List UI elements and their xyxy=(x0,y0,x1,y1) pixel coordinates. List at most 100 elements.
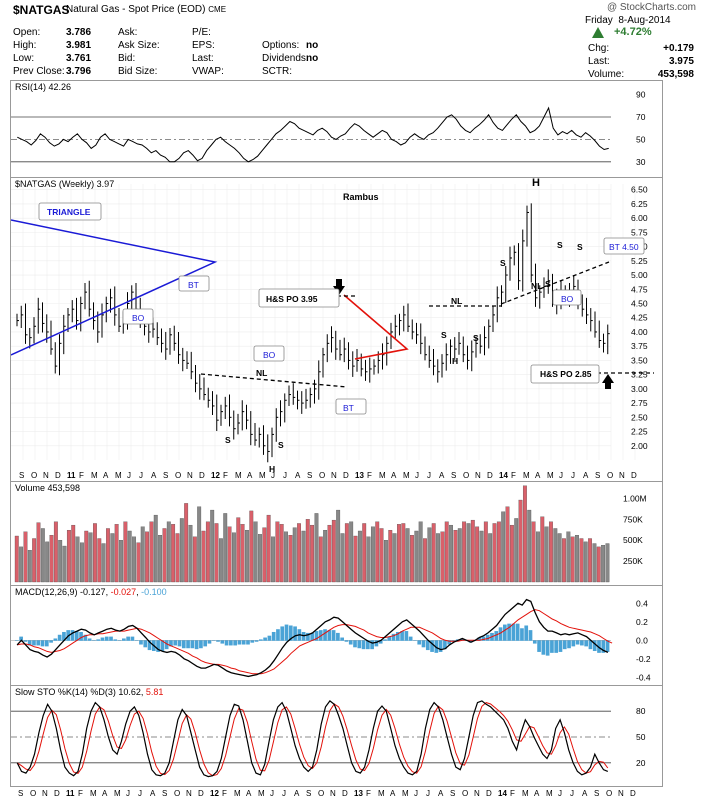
macd-histogram-bar xyxy=(100,637,105,641)
price-chart: S O N D 11 F M A M J J A S O N D 12 F M A M J J A S O N D 13 F M A M J J A S… xyxy=(11,178,654,480)
annotation-label: S xyxy=(278,440,284,450)
price-label-text: $NATGAS (Weekly) 3.97 xyxy=(15,179,115,189)
quotes-left: Open: 3.786 High: 3.981 Low: 3.761 Prev Clo… xyxy=(13,26,91,78)
x-tick-label: M xyxy=(234,789,241,798)
price-ytick-label: 3.00 xyxy=(631,384,648,394)
macd-histogram-bar xyxy=(117,640,122,641)
macd-histogram-bar xyxy=(554,640,559,653)
quote-label: Open: xyxy=(13,27,41,38)
macd-histogram-bar xyxy=(199,640,203,649)
volume-bar xyxy=(62,545,67,583)
macd-histogram-bar xyxy=(336,632,340,641)
sto-d-value: 5.81 xyxy=(145,687,164,697)
macd-histogram-bar xyxy=(169,640,173,647)
x-tick-label: F xyxy=(78,789,83,798)
volume-bar xyxy=(475,526,480,583)
price-ytick-label: 2.25 xyxy=(631,427,648,437)
quote-volume: Volume: 453,598 xyxy=(588,68,694,81)
x-tick-label: F xyxy=(79,471,84,480)
x-tick-label: J xyxy=(283,471,287,480)
macd-histogram-bar xyxy=(588,640,593,650)
x-tick-label: J xyxy=(415,471,419,480)
volume-bar xyxy=(531,521,536,583)
volume-bar xyxy=(357,530,362,583)
macd-histogram-bar xyxy=(301,631,306,641)
volume-bar xyxy=(227,526,232,583)
macd-histogram-bar xyxy=(434,640,439,653)
x-tick-label: S xyxy=(18,789,23,798)
volume-bar xyxy=(123,521,128,583)
volume-bar xyxy=(384,540,388,583)
x-tick-label: S xyxy=(19,471,24,480)
price-ytick-label: 4.50 xyxy=(631,299,648,309)
macd-histogram-bar xyxy=(44,640,49,647)
annotation-label: H xyxy=(532,178,540,189)
x-tick-label: N xyxy=(474,789,480,798)
x-tick-label: N xyxy=(331,471,337,480)
annotation-label: TRIANGLE xyxy=(47,207,91,217)
macd-histogram-bar xyxy=(134,640,139,641)
x-tick-label: A xyxy=(534,789,540,798)
macd-histogram-bar xyxy=(181,640,186,649)
volume-bar xyxy=(397,524,401,583)
quote-dividends: Dividends:no xyxy=(262,52,318,65)
x-tick-label: 12 xyxy=(211,471,220,480)
macd-histogram-bar xyxy=(395,631,400,641)
macd-histogram-bar xyxy=(229,640,233,646)
macd-histogram-bar xyxy=(27,640,32,646)
quote-last: Last: xyxy=(192,53,214,64)
macd-histogram-bar xyxy=(32,640,36,646)
annotation-box xyxy=(122,308,154,325)
volume-bar xyxy=(79,542,84,583)
x-tick-label: A xyxy=(294,789,300,798)
volume-bar xyxy=(19,546,24,583)
macd-histogram-bar xyxy=(203,640,208,647)
quote-label: Low: xyxy=(13,53,35,64)
volume-bar xyxy=(119,540,123,583)
macd-histogram-bar xyxy=(541,640,546,655)
up-arrow-icon xyxy=(592,27,604,41)
volume-bar xyxy=(88,532,93,583)
macd-histogram-bar xyxy=(190,640,195,649)
volume-bar xyxy=(175,533,180,583)
volume-bar xyxy=(253,521,258,583)
price-ytick-label: 4.00 xyxy=(631,327,648,337)
annotation-box xyxy=(530,364,600,384)
x-tick-label: N xyxy=(475,471,481,480)
annotation-box xyxy=(253,345,285,362)
volume-bar xyxy=(366,536,371,583)
red-triangle-pattern xyxy=(343,294,409,360)
macd-histogram-bar xyxy=(70,630,75,641)
x-tick-label: D xyxy=(199,471,205,480)
macd-histogram-bar xyxy=(314,631,319,641)
volume-bar xyxy=(179,518,184,583)
sto-ytick-label: 50 xyxy=(636,732,646,742)
quote-chg: Chg: +0.179 xyxy=(588,42,694,55)
volume-bar xyxy=(236,517,241,583)
macd-histogram-bar xyxy=(528,630,533,641)
rsi-panel: RSI(14) 42.26 90 70 50 30 xyxy=(10,80,663,179)
volume-bar xyxy=(218,538,223,583)
volume-bar xyxy=(93,523,97,583)
annotation-label: BT 4.50 xyxy=(609,242,639,252)
x-tick-label: J xyxy=(571,471,575,480)
volume-bar xyxy=(588,538,592,583)
macd-histogram-bar xyxy=(366,640,370,650)
macd-histogram-bar xyxy=(92,640,96,641)
volume-bar xyxy=(262,527,267,583)
macd-histogram-bar xyxy=(571,640,576,647)
volume-bar xyxy=(58,540,63,583)
volume-bar xyxy=(440,531,445,583)
x-tick-label: A xyxy=(150,789,156,798)
quote-prev-close: Prev Close:3.796 xyxy=(13,65,91,78)
volume-bar xyxy=(501,511,506,583)
volume-bar xyxy=(562,538,566,583)
macd-histogram-bar xyxy=(267,635,272,641)
macd-histogram-bar xyxy=(558,640,563,652)
volume-bar xyxy=(579,538,584,583)
volume-bar xyxy=(184,503,189,583)
quote-label: Last: xyxy=(588,56,610,67)
volume-bar xyxy=(101,543,106,583)
price-ytick-label: 4.25 xyxy=(631,313,648,323)
x-tick-label: A xyxy=(295,471,301,480)
